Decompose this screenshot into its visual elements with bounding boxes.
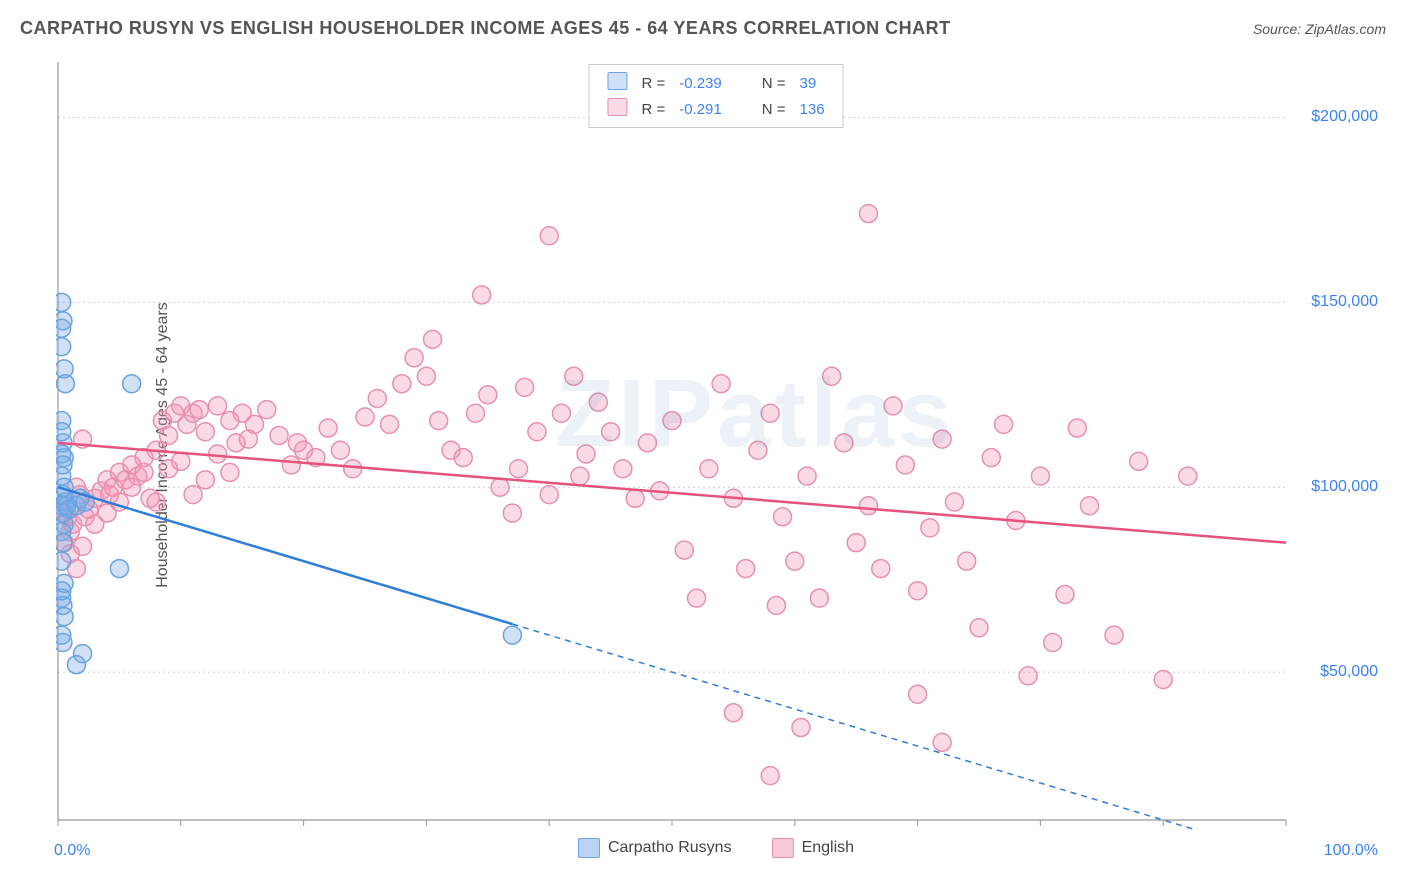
y-tick-label: $50,000 (1320, 663, 1378, 681)
y-tick-label: $150,000 (1311, 293, 1378, 311)
stats-swatch-0 (607, 72, 627, 90)
legend-bottom: Carpatho Rusyns English (578, 838, 854, 858)
x-tick-min: 0.0% (54, 842, 90, 860)
scatter-plot (56, 60, 1376, 830)
chart-header: CARPATHO RUSYN VS ENGLISH HOUSEHOLDER IN… (20, 18, 1386, 39)
stats-row-series-0: R = -0.239 N = 39 (601, 71, 830, 95)
stats-row-series-1: R = -0.291 N = 136 (601, 97, 830, 121)
stats-swatch-1 (607, 98, 627, 116)
legend-item-1: English (772, 838, 854, 858)
y-tick-label: $100,000 (1311, 478, 1378, 496)
chart-title: CARPATHO RUSYN VS ENGLISH HOUSEHOLDER IN… (20, 18, 951, 39)
legend-item-0: Carpatho Rusyns (578, 838, 732, 858)
chart-area: Householder Income Ages 45 - 64 years ZI… (56, 60, 1376, 830)
correlation-stats-box: R = -0.239 N = 39 R = -0.291 N = 136 (588, 64, 843, 128)
chart-source: Source: ZipAtlas.com (1253, 21, 1386, 37)
legend-swatch-0 (578, 838, 600, 858)
y-tick-label: $200,000 (1311, 108, 1378, 126)
legend-swatch-1 (772, 838, 794, 858)
x-tick-max: 100.0% (1324, 842, 1378, 860)
